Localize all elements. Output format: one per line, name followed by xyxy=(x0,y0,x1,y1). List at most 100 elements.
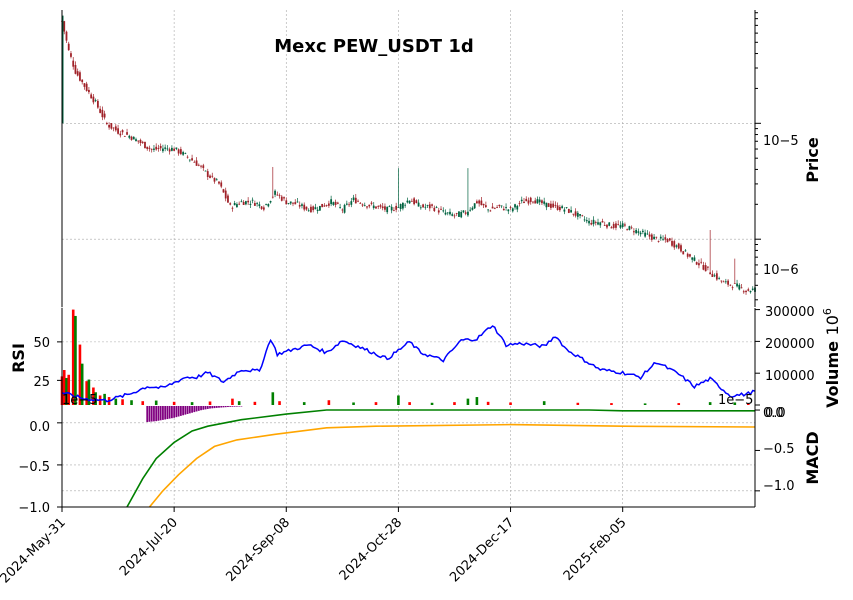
volume-bar xyxy=(141,401,145,405)
candle-body xyxy=(433,207,436,211)
candle-body xyxy=(579,214,581,216)
candle-body xyxy=(413,198,416,205)
candle-body xyxy=(453,215,456,217)
candle-body xyxy=(285,200,288,205)
candle-body xyxy=(677,243,680,249)
candle-body xyxy=(341,209,344,211)
candle-body xyxy=(121,130,124,133)
candle-body xyxy=(516,205,519,210)
macd-hist-bar xyxy=(191,406,193,413)
candle-body xyxy=(556,205,559,210)
candle-body xyxy=(469,209,472,211)
candle-body xyxy=(691,257,694,260)
candle-body xyxy=(162,148,164,152)
candle-body xyxy=(509,207,512,208)
candle-body xyxy=(718,277,721,279)
candle-body xyxy=(206,171,209,177)
candle-body xyxy=(709,272,712,275)
volume-bar xyxy=(278,401,281,405)
candle-body xyxy=(424,206,427,208)
rsi-tick-label-25: 25 xyxy=(33,375,50,390)
volume-bar xyxy=(92,387,95,405)
candle-body xyxy=(204,170,207,172)
candle-body xyxy=(390,206,393,211)
candle-body xyxy=(534,200,537,204)
candle-body xyxy=(388,206,391,208)
candle-body xyxy=(262,207,265,210)
volume-bar xyxy=(114,398,118,405)
candle-body xyxy=(689,254,691,257)
volume-bar xyxy=(576,402,580,405)
candle-body xyxy=(294,202,297,205)
volume-bar xyxy=(453,402,456,405)
candle-body xyxy=(563,209,566,212)
candle-body xyxy=(733,283,736,284)
candle-body xyxy=(731,287,734,289)
candle-body xyxy=(707,266,709,268)
candle-body xyxy=(218,181,220,184)
candle-body xyxy=(166,148,169,150)
candle-body xyxy=(698,263,700,266)
candle-body xyxy=(422,204,424,208)
candle-body xyxy=(245,201,247,205)
volume-bar xyxy=(677,403,681,405)
candle-body xyxy=(426,205,429,206)
candle-body xyxy=(274,190,276,195)
candle-body xyxy=(641,230,644,232)
candle-body xyxy=(231,207,234,209)
candle-body xyxy=(615,223,617,228)
candle-body xyxy=(404,204,407,206)
candle-body xyxy=(545,202,548,208)
candle-body xyxy=(386,206,389,213)
candle-body xyxy=(624,224,626,226)
candle-body xyxy=(538,199,541,203)
candle-body xyxy=(500,205,503,207)
macd-hist-bar xyxy=(179,406,182,416)
candle-body xyxy=(381,206,384,209)
candle-body xyxy=(444,212,447,215)
candle-body xyxy=(301,204,303,206)
candle-body xyxy=(105,123,108,124)
candle-body xyxy=(137,140,140,142)
candle-body xyxy=(711,273,714,278)
candle-body xyxy=(130,136,133,140)
candle-body xyxy=(278,195,281,197)
candle-body xyxy=(664,237,667,240)
candle-body xyxy=(253,203,256,206)
price-tick-label-1e-6: 10−6 xyxy=(763,263,799,278)
candle-body xyxy=(686,253,689,257)
candle-body xyxy=(449,211,451,215)
candle-body xyxy=(179,149,182,154)
candle-body xyxy=(79,72,81,81)
candle-body xyxy=(749,290,752,293)
candle-body xyxy=(186,156,189,158)
candle-body xyxy=(547,203,550,207)
macd-hist-bar xyxy=(200,406,202,411)
candle-body xyxy=(354,197,357,204)
candle-body xyxy=(372,205,375,209)
candle-body xyxy=(565,207,568,209)
macd-hist-bar xyxy=(224,406,227,408)
candle-body xyxy=(702,265,705,270)
volume-bar xyxy=(62,370,66,405)
macd-hist-bar xyxy=(148,406,151,422)
macd-hist-bar xyxy=(170,406,173,419)
candle-body xyxy=(336,202,339,204)
volume-bar xyxy=(71,309,75,405)
candle-body xyxy=(393,210,395,212)
candle-body xyxy=(296,201,299,203)
candle-body xyxy=(397,207,400,208)
candle-body xyxy=(211,175,214,177)
candle-body xyxy=(366,206,368,208)
candle-body xyxy=(476,201,478,204)
candle-body xyxy=(101,109,104,118)
candle-body xyxy=(693,257,696,261)
candle-body xyxy=(514,204,516,208)
macd-hist-bar xyxy=(157,406,160,421)
candle-body xyxy=(74,65,77,74)
candle-body xyxy=(99,108,102,113)
price-axis-label: Price xyxy=(803,137,822,183)
candle-body xyxy=(146,146,149,149)
candle-body xyxy=(236,204,238,207)
